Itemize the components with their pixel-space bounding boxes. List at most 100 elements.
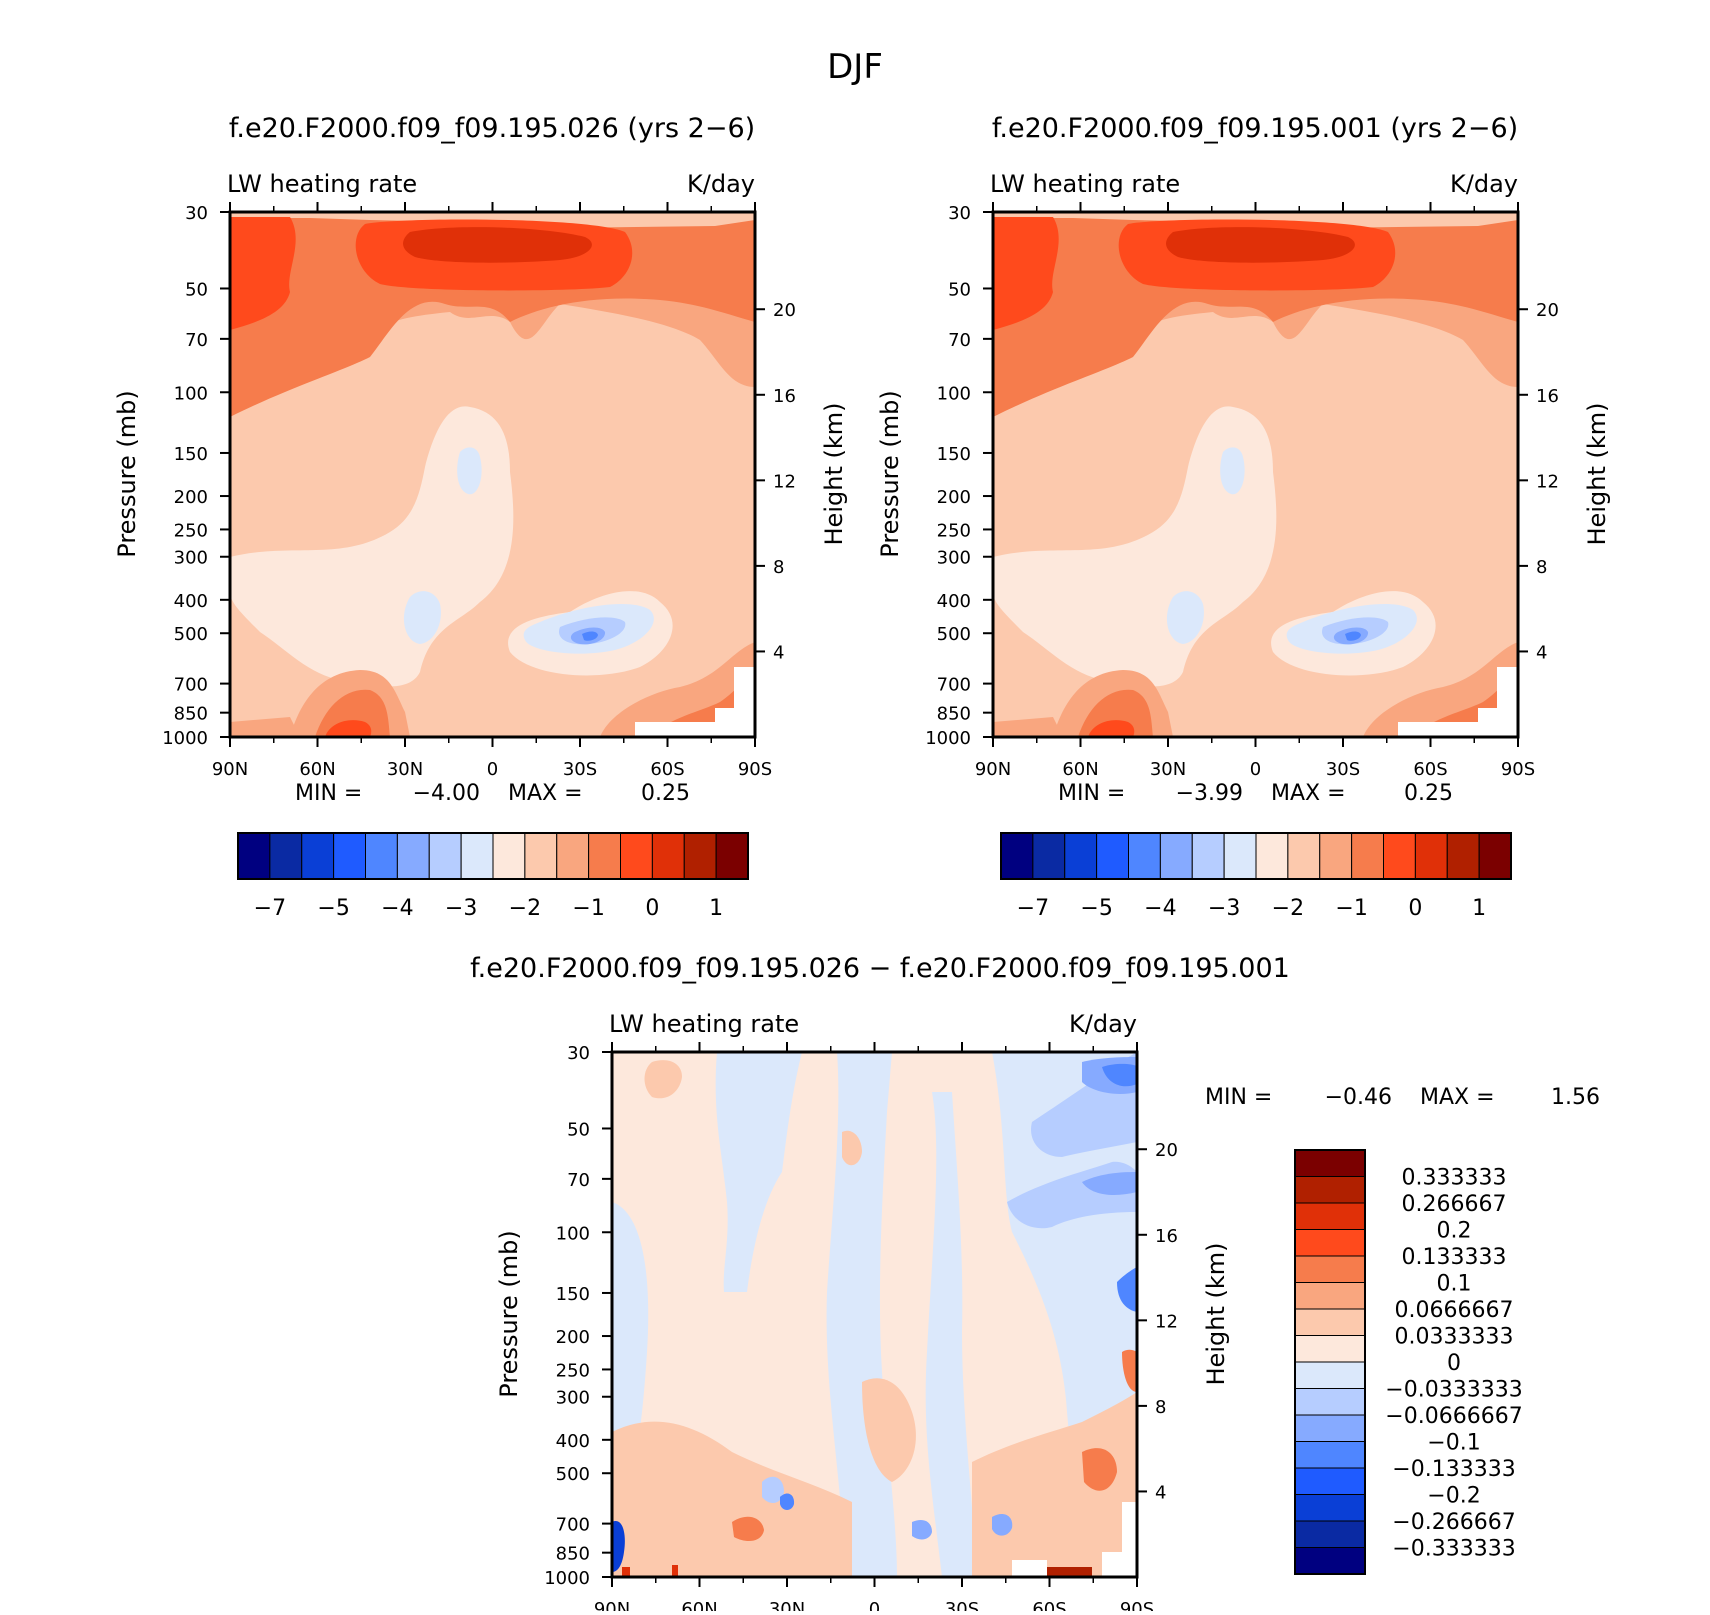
colorbar-swatch: [1294, 1467, 1366, 1495]
y2-tick-label: 12: [1155, 1311, 1178, 1332]
colorbar-label: −5: [1080, 896, 1112, 921]
colorbar-swatch: [1096, 832, 1129, 880]
x-tick-label: 30N: [1150, 759, 1186, 780]
x-tick-label: 90N: [594, 1599, 630, 1611]
y-tick-label: 200: [937, 487, 971, 508]
x-tick-label: 30N: [387, 759, 423, 780]
colorbar-swatch: [1294, 1149, 1366, 1177]
colorbar-label: 0: [645, 896, 659, 921]
x-tick-label: 60N: [1062, 759, 1098, 780]
colorbar-swatch: [1255, 832, 1289, 880]
y-tick-label: 500: [174, 624, 208, 645]
colorbar-label: 0.2: [1437, 1219, 1472, 1244]
colorbar-swatch: [460, 832, 494, 880]
panel-b-max-value: 0.25: [1404, 781, 1453, 806]
panel-a-left-string: LW heating rate: [227, 170, 417, 198]
colorbar-label: 0.1: [1437, 1272, 1472, 1297]
colorbar-label: −3: [445, 896, 477, 921]
colorbar-swatch: [683, 832, 717, 880]
colorbar-label: 0.0666667: [1395, 1298, 1514, 1323]
colorbar-swatch: [524, 832, 558, 880]
y-tick-label: 200: [174, 487, 208, 508]
panel-a-right-string: K/day: [687, 170, 755, 198]
colorbar-swatch: [1294, 1361, 1366, 1389]
colorbar-swatch: [1294, 1414, 1366, 1442]
colorbar-swatch: [1128, 832, 1161, 880]
colorbar-swatch: [1294, 1520, 1366, 1548]
x-tick-label: 90S: [1501, 759, 1535, 780]
y-tick-label: 400: [174, 591, 208, 612]
y-tick-label: 250: [174, 520, 208, 541]
y-tick-label: 300: [937, 548, 971, 569]
colorbar-label: 0: [1408, 896, 1422, 921]
panel-b-left-string: LW heating rate: [990, 170, 1180, 198]
y-tick-label: 70: [948, 330, 971, 351]
diff-max-value: 1.56: [1551, 1085, 1600, 1110]
colorbar-swatch: [1294, 1202, 1366, 1230]
colorbar-swatch: [651, 832, 685, 880]
colorbar-label: −4: [1144, 896, 1176, 921]
x-tick-label: 0: [487, 759, 498, 780]
y2-tick-label: 4: [773, 642, 784, 663]
y2-tick-label: 4: [1155, 1482, 1166, 1503]
y2-tick-label: 12: [773, 471, 796, 492]
x-tick-label: 60S: [650, 759, 684, 780]
colorbar-swatch: [1191, 832, 1225, 880]
x-tick-label: 90N: [975, 759, 1011, 780]
colorbar-swatch: [556, 832, 590, 880]
diff-right-string: K/day: [1069, 1010, 1137, 1038]
diff-min-label: MIN =: [1205, 1085, 1272, 1110]
panel-b-min-value: −3.99: [1176, 781, 1243, 806]
colorbar-swatch: [715, 832, 749, 880]
colorbar-swatch: [365, 832, 398, 880]
y-tick-label: 300: [556, 1388, 590, 1409]
x-tick-label: 30S: [1326, 759, 1360, 780]
colorbar-swatch: [428, 832, 462, 880]
y-tick-label: 50: [185, 279, 208, 300]
colorbar-swatch: [1223, 832, 1257, 880]
colorbar-swatch: [588, 832, 621, 880]
y-tick-label: 400: [937, 591, 971, 612]
colorbar-label: 1: [1472, 896, 1486, 921]
y-tick-label: 50: [567, 1119, 590, 1140]
y2-tick-label: 20: [773, 300, 796, 321]
x-tick-label: 60S: [1413, 759, 1447, 780]
diff-ylabel: Pressure (mb): [495, 1230, 523, 1397]
colorbar-label: −0.133333: [1392, 1457, 1515, 1482]
colorbar-label: −4: [381, 896, 413, 921]
y-tick-label: 150: [556, 1284, 590, 1305]
colorbar-swatch: [620, 832, 653, 880]
diff-max-label: MAX =: [1420, 1085, 1495, 1110]
diff-panel: LW heating rate K/day 90N 60N 30N 0 30S 60S 90…: [495, 1010, 1600, 1615]
y-tick-label: 700: [174, 675, 208, 696]
colorbar-swatch: [1294, 1229, 1366, 1257]
colorbar-label: 0.133333: [1402, 1245, 1507, 1270]
y2-tick-label: 20: [1155, 1140, 1178, 1161]
y2-tick-label: 16: [773, 386, 796, 407]
y-tick-label: 100: [174, 383, 208, 404]
y-tick-label: 1000: [925, 728, 971, 749]
colorbar-label: −0.333333: [1392, 1537, 1515, 1562]
colorbar-label: −0.266667: [1392, 1510, 1515, 1535]
x-tick-label: 60N: [299, 759, 335, 780]
panel-b-min-label: MIN =: [1058, 781, 1125, 806]
colorbar-swatch: [1294, 1255, 1366, 1283]
colorbar-swatch: [1064, 832, 1098, 880]
colorbar-label: −7: [254, 896, 286, 921]
y-tick-label: 250: [556, 1360, 590, 1381]
colorbar-label: −1: [572, 896, 604, 921]
diff-left-string: LW heating rate: [609, 1010, 799, 1038]
colorbar-swatch: [1383, 832, 1416, 880]
panel-b-max-label: MAX =: [1271, 781, 1346, 806]
y-tick-label: 850: [556, 1544, 590, 1565]
colorbar-label: −2: [509, 896, 541, 921]
y2-tick-label: 4: [1536, 642, 1547, 663]
colorbar-swatch: [1000, 832, 1034, 880]
colorbar-label: −3: [1208, 896, 1240, 921]
colorbar-swatch: [1294, 1441, 1366, 1469]
x-tick-label: 30S: [945, 1599, 979, 1611]
colorbar-label: 0.333333: [1402, 1166, 1507, 1191]
diff-y2label: Height (km): [1202, 1243, 1230, 1386]
colorbar-swatch: [1414, 832, 1448, 880]
y-tick-label: 700: [556, 1515, 590, 1536]
